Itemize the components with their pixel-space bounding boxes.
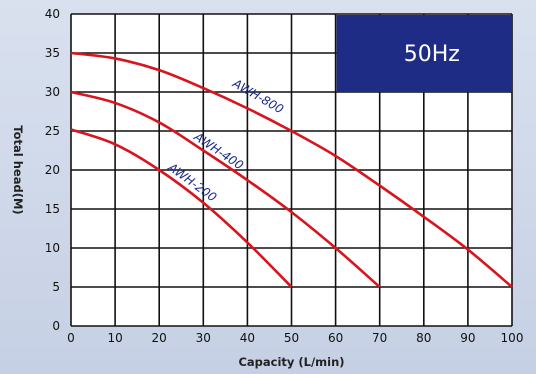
x-tick-label: 100 xyxy=(501,331,524,345)
y-axis-ticks: 0 5 10 15 20 25 30 35 40 xyxy=(45,7,60,333)
x-tick-label: 90 xyxy=(460,331,475,345)
x-tick-label: 70 xyxy=(372,331,387,345)
x-axis-ticks: 0 10 20 30 40 50 60 70 80 90 100 xyxy=(67,331,523,345)
y-tick-label: 35 xyxy=(45,46,60,60)
curve-layer xyxy=(70,51,513,288)
x-tick-label: 50 xyxy=(284,331,299,345)
y-tick-label: 40 xyxy=(45,7,60,21)
x-tick-label: 0 xyxy=(67,331,75,345)
y-axis-title: Total head(M) xyxy=(11,125,25,214)
frequency-annotation-label: 50Hz xyxy=(404,42,460,67)
frequency-annotation: 50Hz xyxy=(336,15,512,92)
curve-awh-800 xyxy=(70,51,513,288)
x-tick-label: 40 xyxy=(240,331,255,345)
x-axis-title: Capacity (L/min) xyxy=(238,355,344,369)
y-tick-label: 0 xyxy=(52,319,60,333)
curve-awh-200 xyxy=(70,128,293,288)
x-tick-label: 20 xyxy=(152,331,167,345)
y-tick-label: 5 xyxy=(52,280,60,294)
x-tick-label: 30 xyxy=(196,331,211,345)
x-tick-label: 80 xyxy=(416,331,431,345)
y-tick-label: 10 xyxy=(45,241,60,255)
frequency-annotation-box xyxy=(336,15,512,92)
y-tick-label: 30 xyxy=(45,85,60,99)
curve-awh-400 xyxy=(70,90,381,288)
x-tick-label: 60 xyxy=(328,331,343,345)
y-tick-label: 15 xyxy=(45,202,60,216)
x-tick-label: 10 xyxy=(107,331,122,345)
y-tick-label: 25 xyxy=(45,124,60,138)
y-tick-label: 20 xyxy=(45,163,60,177)
